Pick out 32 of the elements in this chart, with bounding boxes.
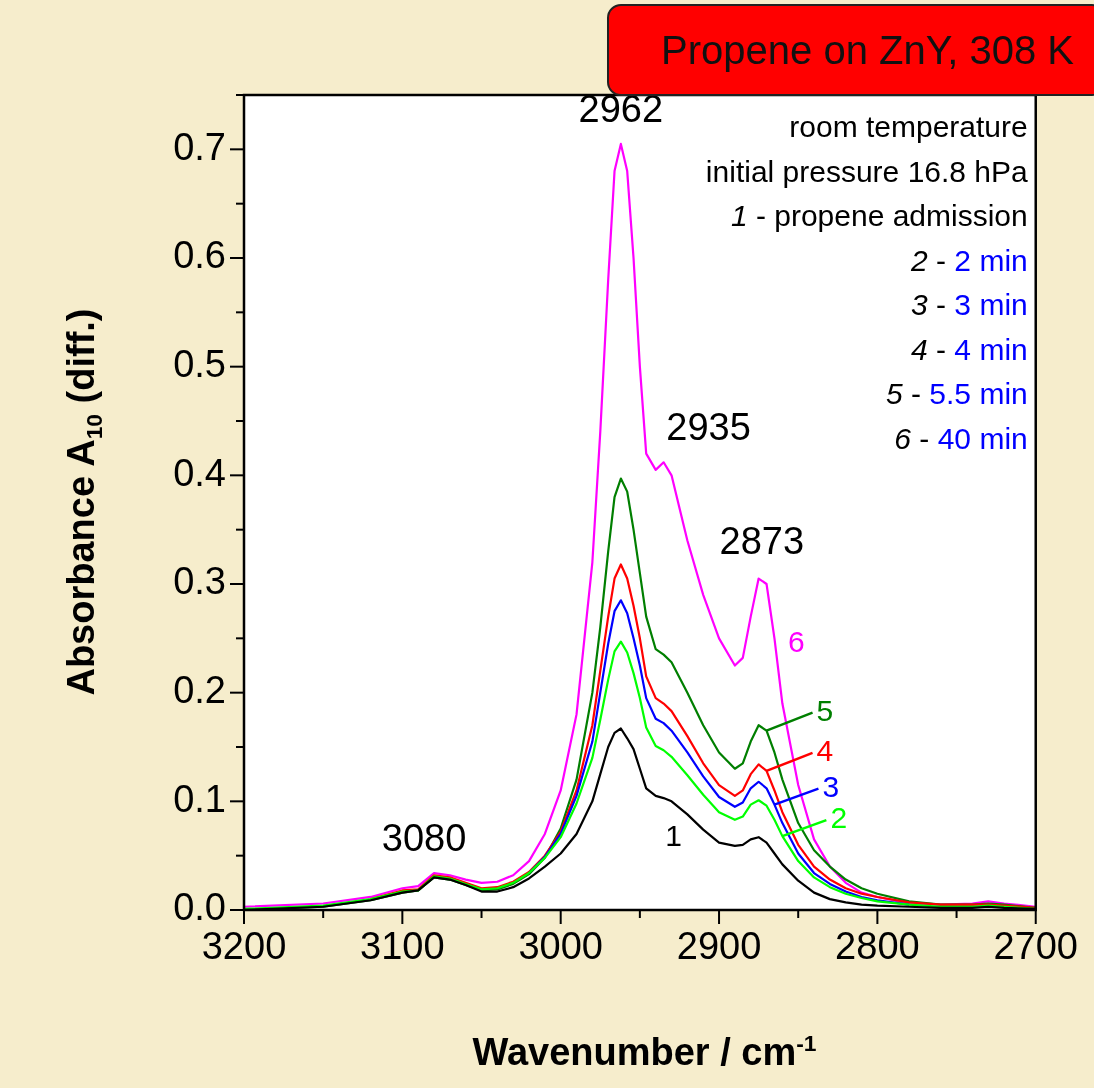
series-label: 1 <box>665 819 682 853</box>
annotation: 4 - 4 min <box>911 332 1028 366</box>
annotation: 2873 <box>719 520 805 563</box>
legend-label: 4 <box>816 734 834 768</box>
annotation: room temperature <box>789 110 1028 143</box>
annotation: 2935 <box>666 406 751 449</box>
legend-label: 2 <box>830 801 848 835</box>
annotation: 3080 <box>381 817 467 860</box>
annotation: initial pressure 16.8 hPa <box>705 154 1029 188</box>
legend-label: 5 <box>816 693 834 727</box>
chart-title: Propene on ZnY, 308 K <box>661 28 1074 72</box>
x-tick-label: 2900 <box>676 925 762 968</box>
x-tick-label: 2700 <box>993 925 1079 968</box>
x-axis-title: Wavenumber / cm$^{-1}$ <box>471 1030 818 1074</box>
y-tick-label: 0.2 <box>173 669 226 712</box>
annotation: 3 - 3 min <box>911 288 1028 321</box>
x-tick-label: 3000 <box>518 925 603 968</box>
annotation: 6 - 40 min <box>894 421 1028 455</box>
x-tick-label: 2800 <box>835 925 920 968</box>
y-tick-label: 0.4 <box>173 451 226 494</box>
annotation: 5 - 5.5 min <box>886 377 1028 410</box>
annotation: 1 - propene admission <box>730 199 1028 232</box>
annotation: 2 - 2 min <box>910 243 1028 277</box>
y-tick-label: 0.5 <box>173 343 226 386</box>
y-tick-label: 0.1 <box>173 777 226 820</box>
y-tick-label: 0.7 <box>173 125 226 168</box>
legend-label: 3 <box>822 769 840 803</box>
x-tick-label: 3100 <box>360 925 445 968</box>
y-tick-label: 0.3 <box>173 560 226 603</box>
series-label: 6 <box>788 624 805 658</box>
y-tick-label: 0.6 <box>173 234 226 277</box>
annotation: 2962 <box>578 87 664 130</box>
